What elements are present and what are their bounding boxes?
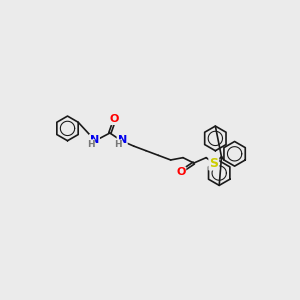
Text: N: N (118, 135, 127, 145)
Text: H: H (87, 140, 94, 149)
Text: H: H (114, 140, 122, 149)
Text: S: S (209, 157, 218, 169)
Text: O: O (176, 167, 185, 177)
Text: N: N (90, 135, 99, 145)
Text: O: O (110, 114, 119, 124)
